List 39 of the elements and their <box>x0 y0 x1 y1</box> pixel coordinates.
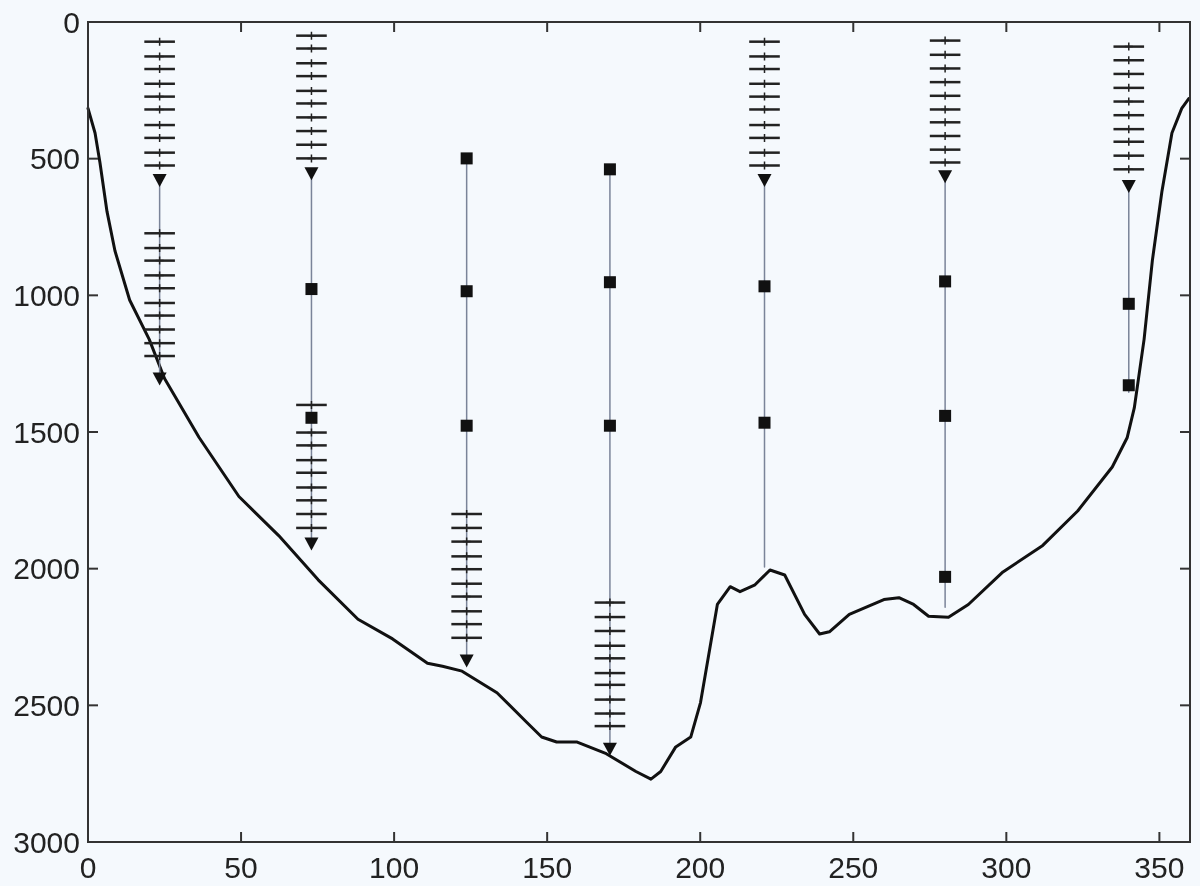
point <box>1122 379 1135 392</box>
point <box>1121 180 1136 193</box>
point <box>460 419 473 432</box>
point <box>305 411 318 424</box>
y-tick-label: 2500 <box>13 688 80 722</box>
y-tick-label: 1000 <box>13 278 80 312</box>
point <box>758 280 771 293</box>
y-tick-label: 500 <box>29 142 80 176</box>
y-tick-label: 1500 <box>13 415 80 449</box>
y-tick-label: 0 <box>63 5 80 39</box>
line-series <box>86 97 1191 781</box>
y-tick-label: 2000 <box>13 552 80 586</box>
point <box>460 285 473 298</box>
point <box>602 742 617 756</box>
point <box>603 163 616 176</box>
point <box>459 654 474 668</box>
x-tick-label: 350 <box>1134 851 1185 884</box>
point <box>304 167 319 181</box>
point <box>939 275 952 288</box>
point <box>603 419 616 432</box>
x-tick-label: 100 <box>369 851 420 884</box>
point <box>938 170 953 184</box>
point <box>758 416 771 429</box>
x-tick-label: 50 <box>224 851 258 884</box>
point <box>939 409 952 422</box>
x-tick-label: 300 <box>981 851 1032 884</box>
point <box>152 372 167 386</box>
point <box>939 570 952 583</box>
point <box>460 152 473 165</box>
point <box>1122 297 1135 310</box>
point <box>152 173 167 187</box>
y-tick-label: 3000 <box>13 825 80 859</box>
point <box>305 283 318 296</box>
point <box>757 173 772 187</box>
x-tick-label: 150 <box>522 851 573 884</box>
x-tick-label: 250 <box>828 851 879 884</box>
x-tick-label: 200 <box>675 851 726 884</box>
point <box>603 276 616 289</box>
point <box>304 537 319 551</box>
